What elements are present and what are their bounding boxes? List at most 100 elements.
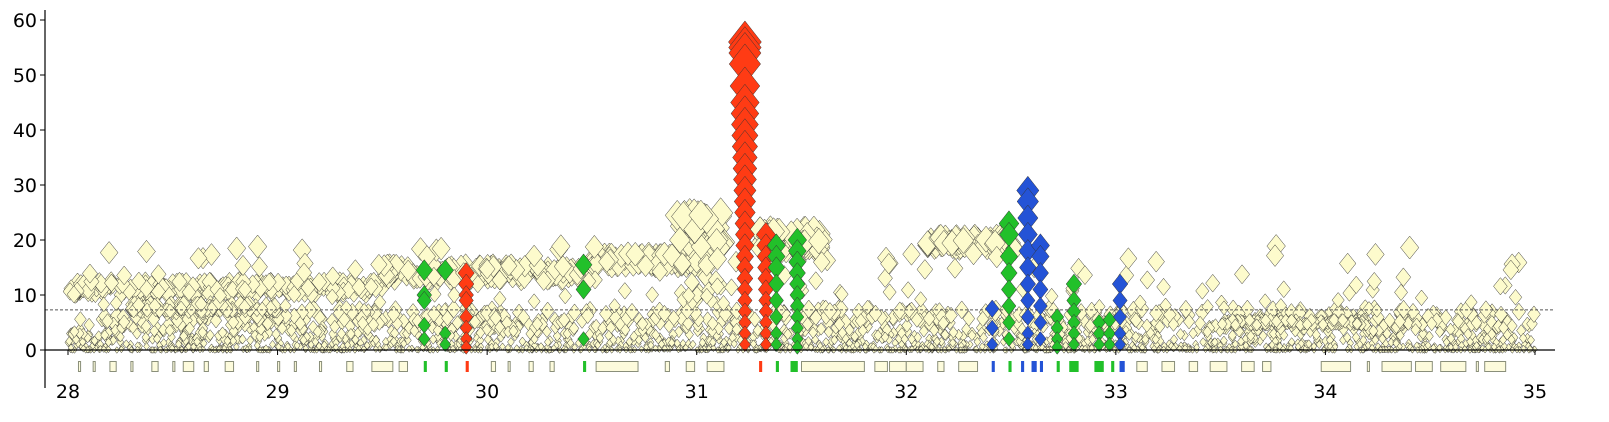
background-point [104, 337, 113, 348]
gene-feature [1366, 361, 1370, 372]
background-point [215, 345, 222, 354]
background-point [1159, 297, 1172, 313]
background-point [194, 295, 208, 313]
y-tick-label: 40 [13, 120, 37, 142]
gene-feature [1119, 361, 1125, 372]
gene-feature [1161, 361, 1176, 372]
gene-feature [1188, 361, 1199, 372]
background-point [584, 234, 604, 259]
blue-point [985, 319, 999, 337]
background-point [163, 303, 177, 319]
green-point [575, 279, 592, 300]
background-point [1124, 329, 1134, 341]
blue-point [1021, 336, 1034, 353]
background-point [147, 311, 160, 328]
y-tick-label: 20 [13, 230, 37, 252]
background-point [707, 246, 727, 271]
background-point [720, 337, 728, 348]
background-point [527, 293, 541, 310]
background-point [1141, 334, 1150, 345]
background-point [1119, 247, 1138, 270]
background-point [853, 340, 861, 350]
background-point [164, 323, 175, 337]
background-point [411, 237, 430, 261]
x-tick-label: 28 [56, 381, 80, 403]
gene-feature [398, 361, 409, 372]
background-point [949, 338, 957, 348]
background-point [1466, 336, 1474, 347]
green-point [439, 336, 452, 353]
background-point [66, 285, 82, 304]
green-point [1002, 313, 1016, 332]
blue-point [1114, 336, 1126, 353]
gene-feature [1262, 361, 1272, 372]
background-point [724, 278, 739, 297]
background-point [324, 266, 341, 287]
background-point [902, 242, 921, 266]
background-point [635, 334, 643, 346]
background-point [571, 343, 578, 352]
gene-feature [801, 361, 865, 372]
background-point [1139, 343, 1146, 352]
background-point [815, 322, 827, 336]
background-point [1446, 333, 1456, 344]
background-point [101, 313, 114, 329]
background-point [598, 251, 616, 273]
background-point [132, 296, 146, 314]
background-point [202, 243, 221, 266]
background-point [1366, 243, 1385, 266]
gene-feature [1031, 361, 1037, 372]
background-point [1378, 333, 1387, 345]
background-point [1371, 308, 1385, 326]
gene-feature [130, 361, 134, 372]
background-point [979, 332, 988, 343]
background-point [1227, 329, 1237, 342]
background-point [251, 256, 268, 278]
gene-feature [549, 361, 555, 372]
gene-feature [1056, 361, 1060, 372]
background-point [140, 319, 152, 334]
background-point [1194, 315, 1206, 331]
gene-feature [759, 361, 763, 372]
background-point [160, 338, 168, 348]
background-point [209, 312, 223, 329]
gene-feature [465, 361, 469, 372]
background-point [1526, 316, 1538, 332]
background-point [929, 323, 940, 337]
background-point [153, 333, 162, 345]
gene-feature [685, 361, 696, 372]
background-point [880, 253, 898, 275]
background-point [271, 328, 281, 341]
background-point [294, 316, 306, 331]
background-point [1382, 327, 1392, 340]
gene-feature [874, 361, 888, 372]
background-point [300, 278, 316, 298]
green-point [418, 331, 431, 347]
background-point [558, 287, 572, 305]
background-point [1343, 331, 1352, 343]
gene-feature [293, 361, 297, 372]
background-point [1368, 324, 1379, 338]
background-point [1395, 267, 1412, 287]
background-point [370, 253, 388, 276]
background-point [325, 288, 339, 306]
green-point [1001, 279, 1017, 300]
background-point [1396, 299, 1411, 319]
background-point [109, 295, 123, 311]
x-tick-label: 29 [265, 381, 289, 403]
background-point [372, 334, 380, 346]
background-point [786, 343, 793, 352]
background-point [200, 338, 208, 348]
background-point [1485, 342, 1492, 352]
background-point [1077, 265, 1093, 285]
background-point [698, 337, 707, 348]
y-tick-label: 50 [13, 65, 37, 87]
background-point [1366, 271, 1382, 291]
gene-feature [1209, 361, 1228, 372]
background-point [217, 326, 228, 339]
background-point [1511, 302, 1526, 321]
background-point [535, 270, 552, 291]
background-point [681, 286, 696, 304]
background-point [475, 326, 486, 339]
background-point [478, 258, 496, 280]
